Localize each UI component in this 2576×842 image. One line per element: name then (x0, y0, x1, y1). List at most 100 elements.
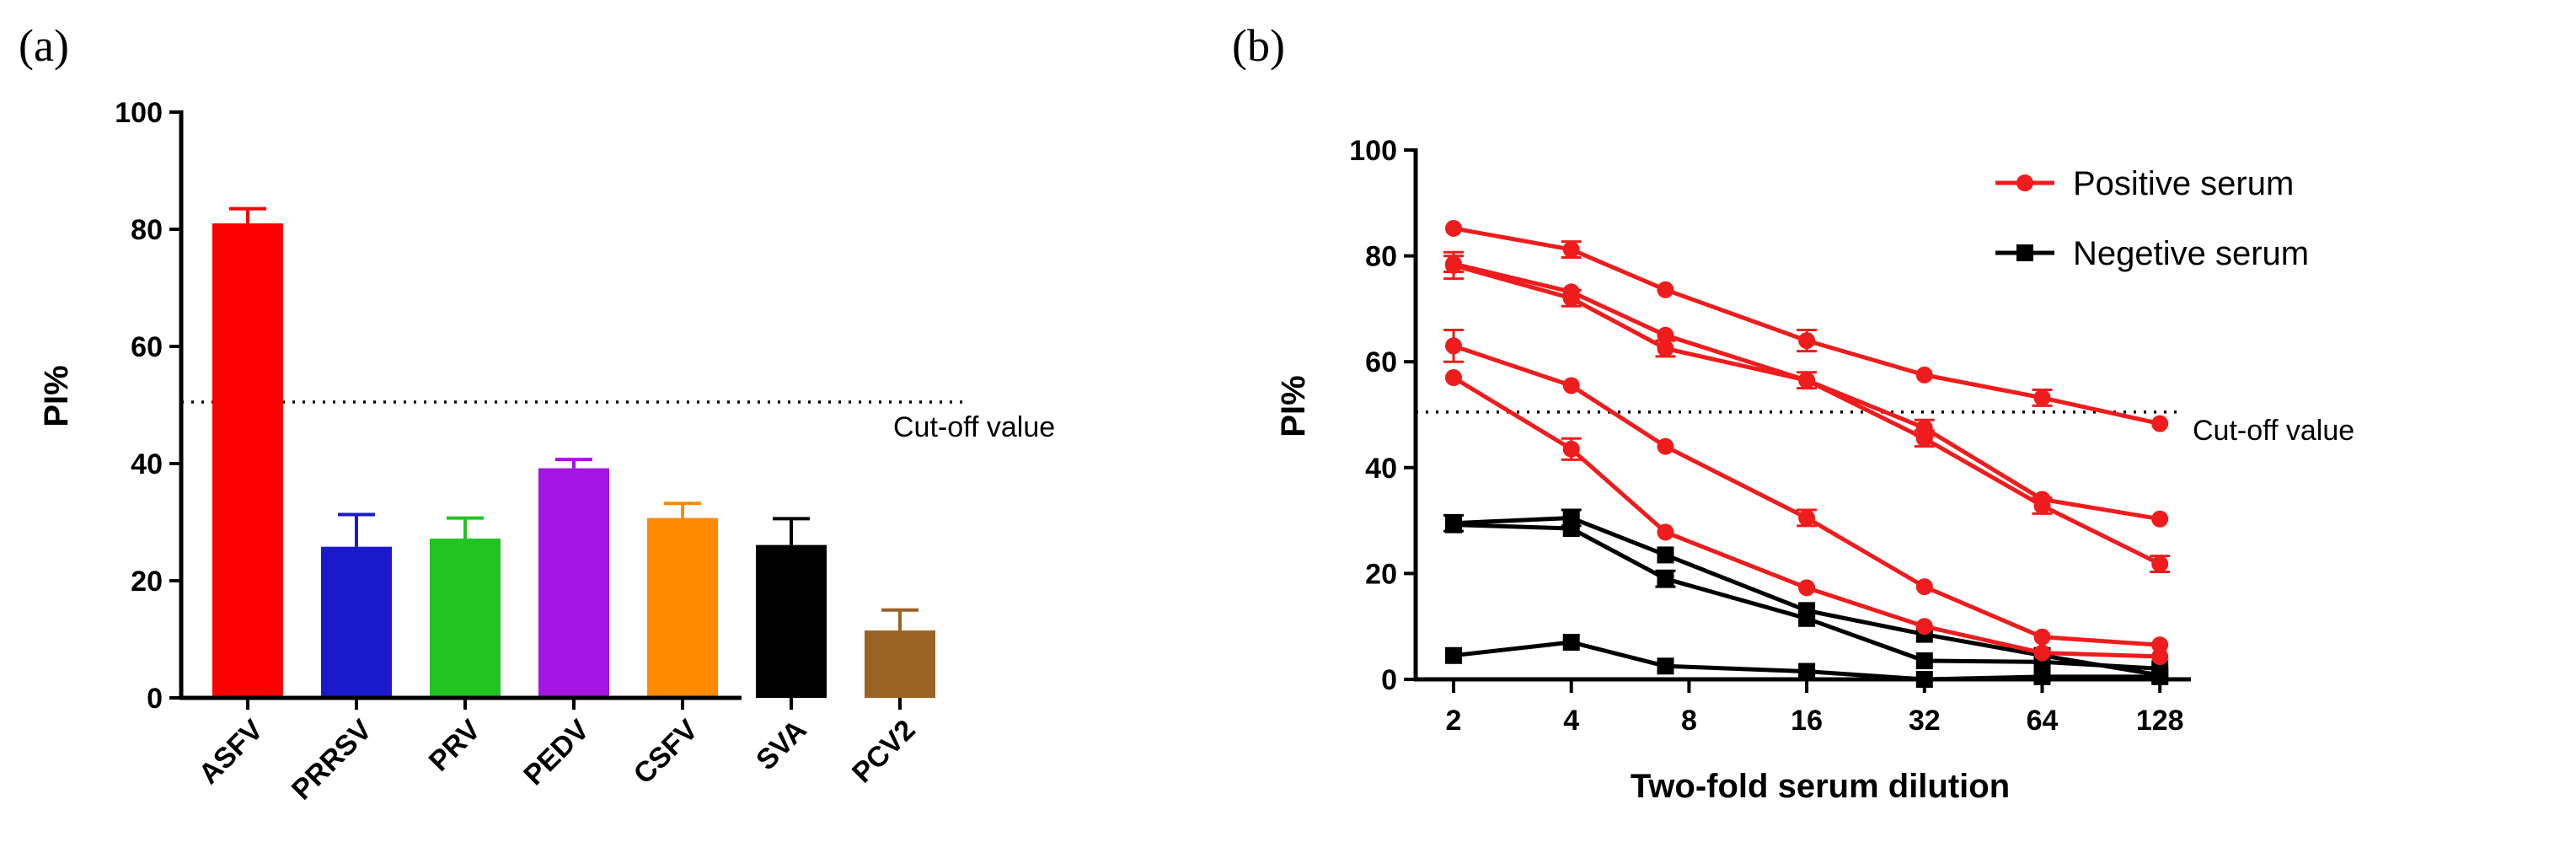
y-tick-label-a: 60 (131, 331, 163, 363)
x-tick-label-b: 128 (2136, 705, 2184, 737)
bar-prrsv (321, 546, 392, 698)
y-ticks-b: 0 20 40 60 80 100 (1349, 135, 1416, 696)
data-point (2151, 636, 2169, 654)
y-tick-label-a: 80 (131, 214, 163, 246)
data-point (1915, 366, 1933, 383)
positive-series-1 (1443, 255, 2169, 528)
panel-label-a: (a) (19, 20, 69, 71)
y-tick-label-a: 0 (147, 683, 163, 715)
y-tick-label-b: 80 (1365, 241, 1397, 273)
data-point (1562, 520, 1580, 538)
legend-marker-negative (2016, 244, 2033, 261)
series-line (1453, 523, 2161, 671)
panel-label-b: (b) (1232, 20, 1285, 71)
x-tick-label-prrsv: PRRSV (286, 714, 378, 807)
y-tick-label-a: 20 (131, 566, 163, 598)
data-point (1657, 657, 1674, 675)
y-tick-label-b: 100 (1349, 135, 1397, 167)
series-b (1443, 219, 2171, 688)
data-point (2151, 415, 2169, 432)
x-tick-label-asfv: ASFV (193, 714, 270, 791)
y-tick-label-b: 60 (1365, 346, 1397, 378)
y-axis-title-b: PI% (1275, 375, 1312, 437)
x-tick-label-pedv: PEDV (517, 714, 596, 792)
data-point (1798, 579, 1816, 597)
bars-a (212, 206, 935, 698)
positive-series-2 (1443, 250, 2171, 574)
series-line (1453, 226, 2161, 426)
bar-prv (430, 538, 501, 698)
negative-series-5 (1443, 508, 2169, 684)
legend: Positive serum Negetive serum (1995, 165, 2309, 272)
series-line (1453, 344, 2161, 647)
x-tick-labels-b: 2 4 8 16 32 64 128 (1446, 705, 2184, 737)
data-point (1562, 377, 1580, 394)
data-point (1915, 578, 1933, 596)
data-point (1562, 440, 1580, 458)
data-point (2033, 497, 2051, 515)
data-point (1562, 634, 1580, 652)
data-point (1657, 546, 1674, 564)
x-tick-label-b: 16 (1791, 705, 1823, 737)
x-tick-label-b: 64 (2027, 705, 2059, 737)
y-ticks-a: 0 20 40 60 80 100 (115, 97, 181, 715)
x-tick-label-pcv2: PCV2 (846, 714, 922, 790)
series-line (1453, 261, 2161, 522)
legend-item-negative: Negetive serum (1995, 235, 2309, 272)
y-axis-title-a: PI% (38, 365, 75, 426)
cutoff-label-b: Cut-off value (2193, 415, 2354, 447)
x-tick-label-sva: SVA (750, 714, 813, 777)
data-point (1798, 509, 1816, 527)
data-point (1445, 516, 1462, 534)
data-point (1562, 289, 1580, 307)
data-point (1445, 369, 1462, 387)
data-point (2151, 555, 2169, 573)
data-point (2151, 647, 2169, 665)
data-point (1657, 570, 1674, 587)
data-point (2151, 510, 2169, 528)
data-point (1445, 219, 1462, 237)
y-tick-label-b: 20 (1365, 558, 1397, 590)
legend-item-positive: Positive serum (1995, 165, 2294, 202)
x-tick-label-b: 8 (1681, 705, 1697, 737)
y-tick-label-a: 100 (115, 97, 163, 129)
data-point (1915, 618, 1933, 636)
legend-label-negative: Negetive serum (2073, 235, 2309, 272)
data-point (1657, 523, 1674, 541)
axes-b (1413, 148, 2191, 693)
data-point (1657, 437, 1674, 455)
x-tick-label-b: 2 (1446, 705, 1462, 737)
data-point (1915, 430, 1933, 448)
positive-series-0 (1445, 219, 2169, 432)
data-point (1657, 340, 1674, 357)
data-point (1798, 332, 1816, 350)
x-axis-title-b: Two-fold serum dilution (1631, 768, 2010, 805)
y-tick-label-b: 0 (1381, 664, 1397, 696)
y-tick-label-b: 40 (1365, 453, 1397, 485)
legend-marker-positive (2016, 174, 2033, 191)
x-tick-label-b: 4 (1563, 705, 1579, 737)
x-tick-label-csfv: CSFV (628, 714, 704, 791)
positive-series-3 (1443, 329, 2169, 654)
data-point (2033, 628, 2051, 646)
data-point (1445, 646, 1462, 664)
x-tick-labels-a: ASFV PRRSV PRV PEDV CSFV SVA PCV2 (193, 714, 922, 807)
data-point (1445, 256, 1462, 274)
bar-pcv2 (865, 630, 935, 698)
bar-pedv (538, 468, 609, 698)
bar-csfv (647, 518, 718, 698)
y-tick-label-a: 40 (131, 448, 163, 480)
positive-series-4 (1445, 369, 2169, 665)
cutoff-label-a: Cut-off value (893, 411, 1055, 443)
bar-asfv (212, 223, 283, 698)
data-point (1915, 652, 1933, 670)
legend-label-positive: Positive serum (2073, 165, 2294, 202)
data-point (2033, 389, 2051, 406)
line-chart-panel-b: (b) PI% Two-fold serum dilution 0 20 40 60 8… (1232, 20, 2354, 805)
data-point (1798, 372, 1816, 389)
bar-sva (756, 544, 827, 698)
data-point (1445, 337, 1462, 355)
axes-a (179, 110, 902, 710)
negative-series-7 (1445, 634, 2169, 688)
